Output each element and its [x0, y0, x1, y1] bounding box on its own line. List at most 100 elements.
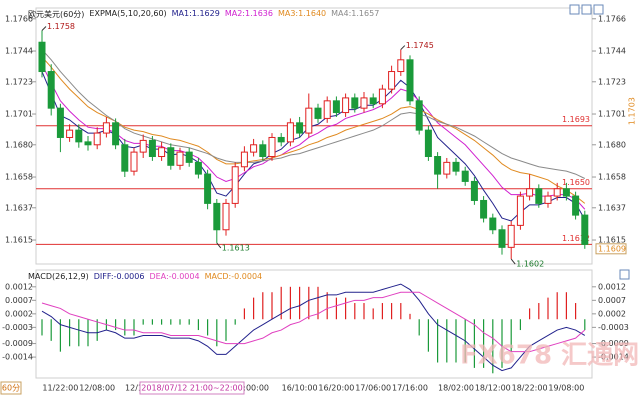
annotation-arrow [216, 242, 222, 249]
candle-body [581, 214, 589, 245]
candle-body [148, 139, 156, 158]
candle-body [562, 188, 570, 197]
candle-body [112, 122, 120, 146]
y-tick-label: -0.0014 [2, 353, 33, 362]
candle-body [424, 129, 432, 158]
price-panel [35, 7, 593, 265]
candle-body [139, 139, 147, 153]
x-tick-label: 18/22:00 [512, 384, 548, 393]
y-tick-label: 1.1701 [598, 110, 626, 119]
x-tick-label: 16/10:00 [282, 384, 318, 393]
legend-entry: DIFF:-0.0006 [93, 272, 145, 281]
y-tick-label: 1.1723 [598, 77, 626, 86]
y-tick-label: 1.1744 [598, 47, 626, 56]
candle-body [461, 170, 469, 182]
y-tick-label: -0.0003 [2, 323, 33, 332]
candle-body [305, 107, 313, 134]
candle-body [250, 144, 258, 153]
legend-entry: MA4:1.1657 [331, 9, 380, 18]
indicator-line [41, 49, 586, 179]
y-tick-label: 0.0012 [5, 282, 33, 291]
annotation-arrow [400, 45, 406, 50]
y-tick-label: 0.0012 [598, 282, 626, 291]
candle-body [296, 122, 304, 134]
indicator-name: MACD(26,12,9) [28, 272, 89, 281]
y-tick-label: 0.0002 [598, 309, 626, 318]
candle-body [121, 144, 129, 172]
marker-label: 1.1703 [628, 97, 637, 125]
candle-body [498, 229, 506, 248]
candle-body [75, 129, 83, 143]
legend-entry: MA2:1.1636 [224, 9, 273, 18]
period-button-label[interactable]: 60分 [2, 384, 20, 393]
window-button[interactable] [581, 4, 592, 15]
annotation: 1.1602 [516, 260, 544, 269]
candle-body [452, 161, 460, 172]
candle-body [507, 224, 515, 248]
cursor-label: 2018/07/12 21:00~22:00 [141, 384, 242, 393]
candle-body [480, 199, 488, 219]
period-button[interactable] [0, 381, 22, 395]
candle-body [535, 188, 543, 204]
y-tick-label: 0.0002 [5, 309, 33, 318]
support-label: 1.1650 [562, 178, 590, 187]
indicator-line [41, 56, 586, 204]
candle-body [158, 147, 166, 158]
candle-body [526, 188, 534, 197]
y-tick-label: 1.1615 [598, 236, 626, 245]
candle-body [204, 173, 212, 204]
candle-body [516, 195, 524, 226]
y-tick-label: 0.0007 [598, 296, 626, 305]
support-label: 1.1612 [562, 234, 590, 243]
candle-body [544, 195, 552, 204]
last-price-box [595, 243, 627, 255]
indicator-line [41, 71, 586, 222]
x-tick-label: 17/16:00 [392, 384, 428, 393]
candle-body [378, 88, 386, 105]
annotation-arrow [41, 26, 47, 31]
y-tick-label: 0.0007 [5, 296, 33, 305]
legend-entry: MACD:-0.0004 [204, 272, 263, 281]
y-tick-label: 1.1680 [598, 140, 626, 149]
x-tick-label: 17/06:00 [355, 384, 391, 393]
window-button[interactable] [593, 4, 604, 15]
y-tick-label: 1.1658 [5, 173, 33, 182]
candle-body [489, 217, 497, 231]
macd-header: MACD(26,12,9) DIFF:-0.0006 DEA:-0.0004 MAC… [28, 272, 262, 281]
x-tick-label: 19/08:00 [548, 384, 584, 393]
x-tick-label: 12/1 [125, 384, 143, 393]
x-tick-label: 11/22:00 [42, 384, 78, 393]
indicator-line [41, 291, 586, 353]
candle-body [167, 147, 175, 166]
y-tick-label: 1.1637 [5, 203, 33, 212]
candle-body [323, 100, 331, 119]
y-tick-label: 1.1766 [5, 14, 33, 23]
candle-body [93, 132, 101, 146]
candle-body [176, 151, 184, 166]
candle-body [213, 202, 221, 231]
candle-body [240, 151, 248, 168]
macd-panel [35, 269, 593, 379]
y-tick-label: 1.1766 [598, 14, 626, 23]
x-tick-label: 18/02:00 [438, 384, 474, 393]
annotation: 1.1745 [406, 41, 434, 50]
last-price: 1.1609 [598, 244, 626, 253]
chart-title: 欧元美元(60分) [28, 10, 85, 19]
window-button[interactable] [569, 4, 580, 15]
candle-body [194, 161, 202, 175]
candle-body [38, 41, 46, 73]
candle-body [470, 180, 478, 201]
watermark: FX678 汇通网 [460, 341, 639, 371]
y-tick-label: 1.1637 [598, 203, 626, 212]
y-tick-label: -0.0014 [598, 353, 629, 362]
y-tick-label: 1.1744 [5, 47, 33, 56]
candle-body [277, 136, 285, 143]
candle-body [185, 151, 193, 163]
panel-button[interactable] [619, 269, 630, 280]
candle-body [369, 97, 377, 105]
indicator-name: EXPMA(5,10,20,60) [89, 9, 167, 18]
annotation-arrow [510, 258, 516, 265]
candle-body [443, 161, 451, 175]
candle-body [102, 122, 110, 134]
candle-body [286, 122, 294, 143]
